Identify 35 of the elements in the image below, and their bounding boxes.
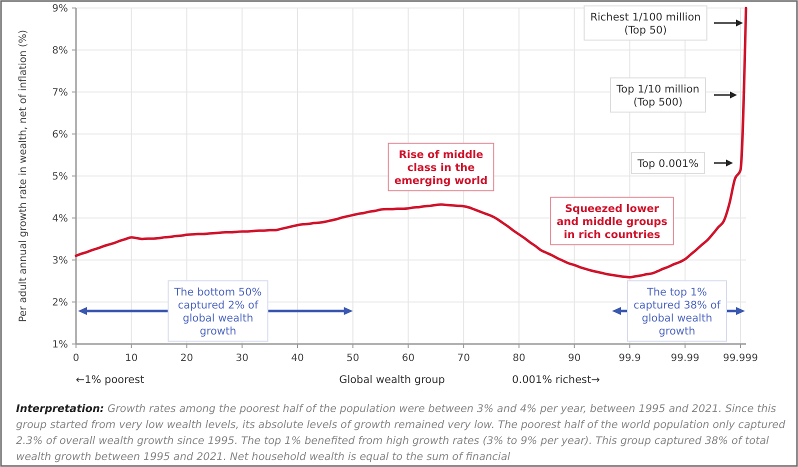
text: ←1% poorest bbox=[76, 374, 144, 386]
x-tick-label: 70 bbox=[457, 353, 470, 364]
y-tick-label: 3% bbox=[52, 256, 68, 266]
x-tick-label: 0 bbox=[72, 353, 80, 364]
y-tick-label: 9% bbox=[52, 4, 68, 14]
x-tick-label: 30 bbox=[236, 353, 248, 364]
text: Interpretation: Growth rates among the poorest half of the population were between 3% and 4% per year, between 1995 and 2021. Since this group started from very low wealth levels, its absolute levels of growth remained very low. The poorest half of the world population only captured 2.3% of overall wealth growth since 1995. The top 1% benefited from high growth rates (3% to 9% per year). This group captured 38% of total wealth growth between 1995 and 2021. Net household wealth is equal to the sum of financial bbox=[16, 403, 786, 463]
x-tick-label: 50 bbox=[346, 353, 360, 364]
annotation: Rise of middle class in the emerging world bbox=[394, 148, 488, 188]
annotation: Top 1/10 million (Top 500) bbox=[616, 83, 700, 108]
y-tick-label: 1% bbox=[52, 340, 68, 350]
y-tick-label: 2% bbox=[52, 298, 68, 308]
y-tick-label: 8% bbox=[52, 46, 68, 56]
x-tick-label: 99.99 bbox=[670, 353, 700, 364]
y-tick-label: 4% bbox=[52, 214, 68, 224]
x-tick-label: 80 bbox=[512, 353, 526, 364]
x-tick-label: 40 bbox=[291, 353, 304, 364]
y-axis-title: Per adult annual growth rate in wealth, net of inflation (%) bbox=[18, 30, 29, 322]
x-axis-title: Global wealth group bbox=[339, 374, 446, 386]
annotation: The bottom 50% captured 2% of global wealth growth bbox=[173, 286, 262, 338]
line-series bbox=[74, 6, 748, 278]
annotation: Richest 1/100 million (Top 50) bbox=[590, 11, 701, 36]
x-tick-label: 99.9 bbox=[618, 353, 641, 364]
annotation: Squeezed lower and middle groups in rich countries bbox=[556, 202, 668, 242]
annotation: Top 0.001% bbox=[636, 158, 699, 170]
annotation: The top 1% captured 38% of global wealth growth bbox=[634, 286, 721, 338]
x-tick-label: 90 bbox=[568, 353, 581, 364]
y-tick-label: 5% bbox=[52, 172, 68, 182]
y-tick-label: 6% bbox=[52, 130, 68, 140]
x-tick-label: 99.999 bbox=[722, 353, 758, 364]
x-tick-label: 60 bbox=[402, 353, 415, 364]
x-tick-label: 20 bbox=[180, 353, 194, 364]
y-tick-label: 7% bbox=[52, 88, 68, 98]
x-tick-label: 10 bbox=[125, 353, 138, 364]
text: 0.001% richest→ bbox=[512, 374, 600, 386]
